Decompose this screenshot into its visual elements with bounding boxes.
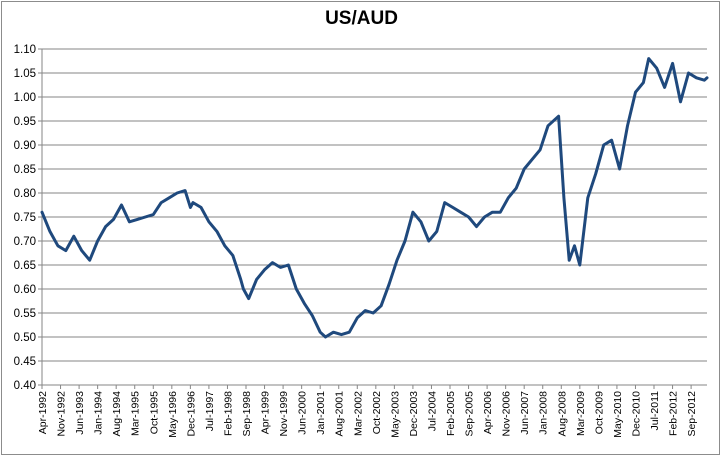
x-tick-label: Nov-1992 — [56, 391, 68, 437]
y-tick-label: 1.00 — [14, 92, 36, 104]
x-tick-label: Dec-2010 — [630, 391, 642, 437]
y-tick-label: 0.50 — [14, 332, 36, 344]
x-tick-label: Jun-1993 — [74, 391, 86, 435]
x-tick-label: Oct-1995 — [148, 391, 160, 434]
x-tick-label: Oct-2009 — [593, 391, 605, 434]
y-tick-labels: 0.40 0.45 0.50 0.55 0.60 0.65 0.70 0.75 0.80 0.85… — [14, 44, 36, 392]
gridlines — [42, 48, 707, 386]
x-tick-label: Sep-2005 — [464, 391, 476, 437]
x-tick-labels: Apr-1992 Nov-1992 Jun-1993 Jan-1994 Aug-1994… — [37, 391, 698, 438]
x-tick-label: Apr-2006 — [482, 391, 494, 434]
x-tick-label: Jan-2008 — [538, 391, 550, 435]
x-tick-label: Aug-2008 — [556, 391, 568, 437]
x-tick-label: Mar-2002 — [352, 391, 364, 436]
x-tick-label: Aug-1994 — [111, 391, 123, 437]
x-tick-label: Dec-2003 — [408, 391, 420, 437]
y-tick-label: 0.55 — [14, 308, 36, 320]
x-tick-label: Feb-2005 — [445, 391, 457, 436]
y-tick-label: 0.75 — [14, 212, 36, 224]
x-tick-label: Jun-2000 — [297, 391, 309, 435]
series-line — [40, 57, 709, 339]
x-tick-label: Jan-1994 — [93, 391, 105, 435]
y-tick-label: 0.90 — [14, 140, 36, 152]
x-tick-label: May-2010 — [612, 391, 624, 438]
x-tick-label: Jun-2007 — [519, 391, 531, 435]
x-tick-label: Feb-1998 — [222, 391, 234, 436]
y-tick-label: 0.85 — [14, 164, 36, 176]
y-tick-label: 0.60 — [14, 284, 36, 296]
y-tick-label: 0.40 — [14, 380, 36, 392]
x-tick-label: Apr-1999 — [260, 391, 272, 434]
x-tick-label: Feb-2012 — [668, 391, 680, 436]
y-tick-label: 0.70 — [14, 236, 36, 248]
x-tick-label: Nov-2006 — [501, 391, 513, 437]
x-tick-label: Mar-2009 — [575, 391, 587, 436]
x-tick-label: May-2003 — [389, 391, 401, 438]
axes — [38, 48, 707, 389]
x-tick-label: Dec-1996 — [185, 391, 197, 437]
x-tick-label: Jan-2001 — [315, 391, 327, 435]
x-tick-label: Mar-1995 — [130, 391, 142, 436]
x-tick-label: Jul-1997 — [204, 391, 216, 431]
chart-title: US/AUD — [325, 8, 398, 29]
y-tick-label: 1.10 — [14, 44, 36, 56]
x-tick-label: Sep-2012 — [686, 391, 698, 437]
y-tick-label: 0.95 — [14, 116, 36, 128]
x-tick-label: Aug-2001 — [334, 391, 346, 437]
x-tick-label: Oct-2002 — [371, 391, 383, 434]
x-tick-label: Sep-1998 — [241, 391, 253, 437]
x-tick-label: Jul-2004 — [426, 391, 438, 431]
y-tick-label: 0.65 — [14, 260, 36, 272]
y-tick-label: 0.80 — [14, 188, 36, 200]
x-tick-label: May-1996 — [167, 391, 179, 438]
y-tick-label: 0.45 — [14, 356, 36, 368]
series — [40, 57, 709, 339]
x-tick-label: Nov-1999 — [278, 391, 290, 437]
x-tick-label: Apr-1992 — [37, 391, 49, 434]
y-tick-label: 1.05 — [14, 68, 36, 80]
x-tick-label: Jul-2011 — [649, 391, 661, 431]
